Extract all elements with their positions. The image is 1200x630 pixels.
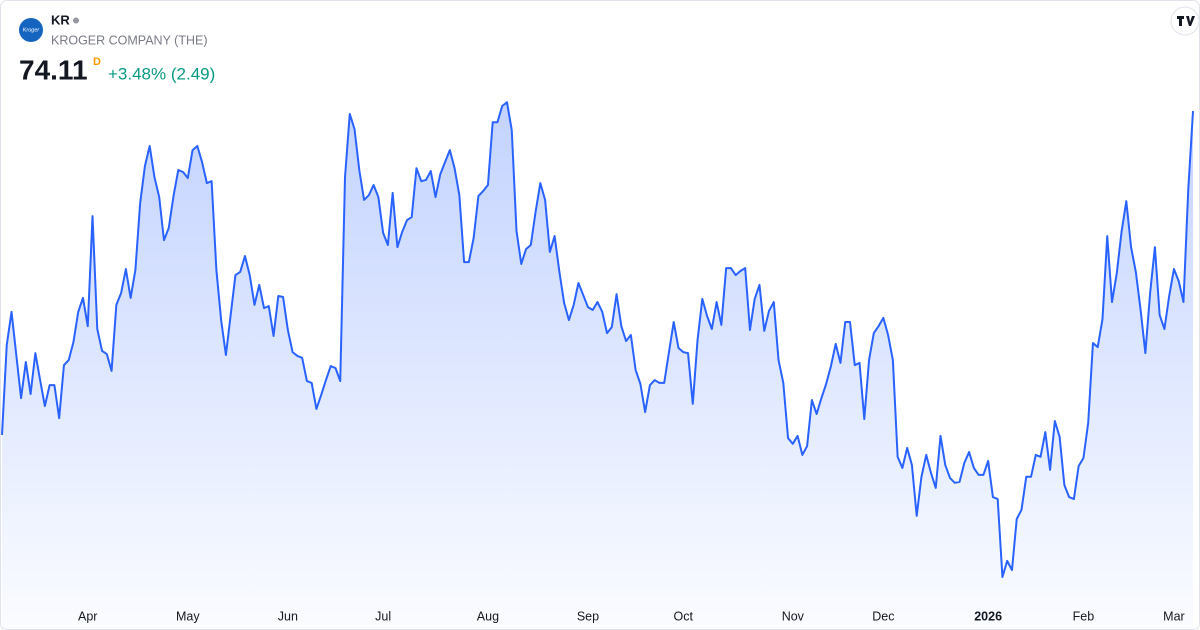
x-tick-label: Nov [782, 609, 805, 623]
x-tick-label: Feb [1073, 609, 1095, 623]
price-line [1, 101, 1194, 579]
x-tick-label: May [176, 609, 200, 623]
x-tick-label: Mar [1163, 609, 1185, 623]
x-tick-label: Jun [278, 609, 298, 623]
logo-text: Kroger [23, 27, 41, 33]
price-change: +3.48% (2.49) [108, 64, 215, 83]
symbol: KR [51, 12, 70, 27]
interval: D [93, 56, 101, 68]
last-price: 74.11 [19, 54, 88, 85]
x-tick-label: Apr [78, 609, 97, 623]
x-tick-label: Jul [375, 609, 391, 623]
x-tick-label: Sep [577, 609, 599, 623]
plot [1, 101, 1194, 630]
area-fill [2, 102, 1193, 630]
tradingview-logo [1170, 6, 1200, 36]
company-name: KROGER COMPANY (THE) [51, 33, 208, 47]
x-tick-label: Dec [872, 609, 894, 623]
status-dot [73, 17, 79, 24]
x-tick-label: Oct [674, 609, 694, 623]
x-tick-label: 2026 [974, 609, 1002, 623]
logo [19, 18, 43, 42]
x-tick-label: Aug [477, 609, 499, 623]
